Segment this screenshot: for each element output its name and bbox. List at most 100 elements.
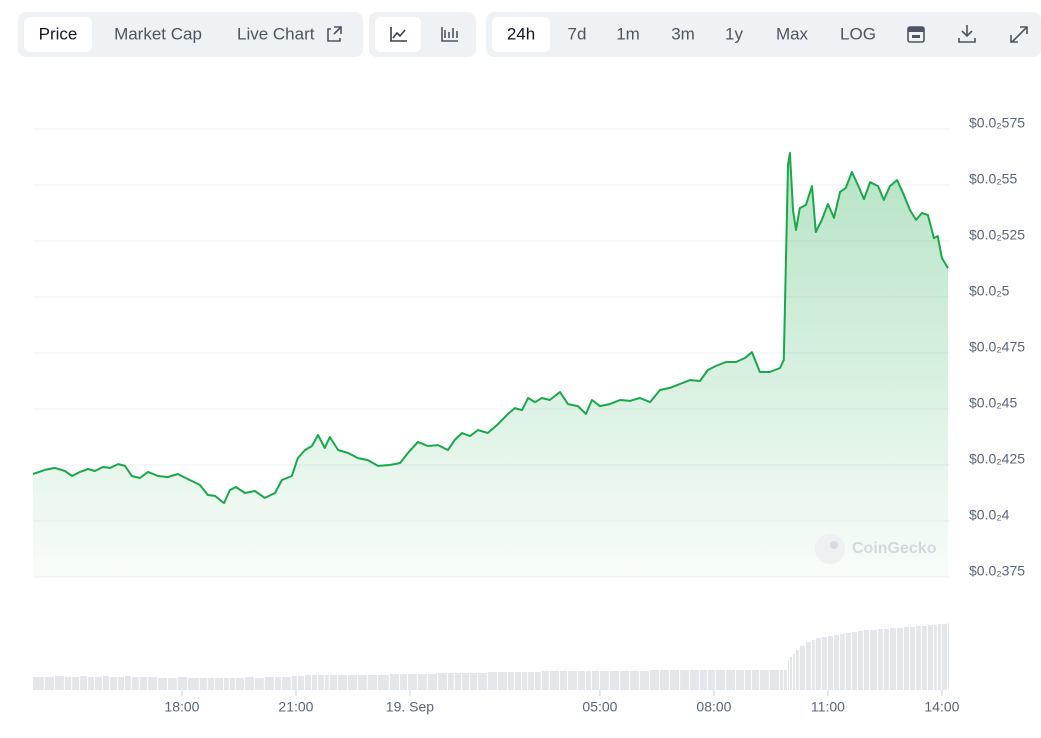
volume-bar bbox=[815, 638, 821, 690]
volume-bar bbox=[188, 678, 199, 690]
volume-bar bbox=[498, 672, 507, 690]
tab-group bbox=[18, 12, 363, 57]
volume-bar bbox=[751, 670, 759, 690]
range-button[interactable]: 24h bbox=[507, 24, 535, 43]
volume-bar bbox=[699, 670, 707, 690]
y-tick-label: $0.0₂475 bbox=[969, 339, 1025, 355]
volume-bar bbox=[851, 632, 857, 690]
volume-bar bbox=[245, 677, 254, 690]
price-area bbox=[33, 153, 948, 577]
tab[interactable]: Live Chart bbox=[237, 24, 315, 43]
volume-bar bbox=[834, 635, 840, 690]
volume-bar bbox=[528, 672, 534, 690]
volume-bar bbox=[780, 670, 783, 690]
range-button[interactable]: Max bbox=[776, 24, 809, 43]
tab[interactable]: Price bbox=[39, 24, 78, 43]
tab[interactable]: Market Cap bbox=[114, 24, 202, 43]
volume-bar bbox=[33, 677, 44, 690]
volume-bar bbox=[659, 670, 669, 690]
range-button[interactable]: 3m bbox=[671, 24, 695, 43]
volume-bar bbox=[811, 640, 815, 690]
volume-bar bbox=[726, 670, 735, 690]
volume-bar bbox=[889, 628, 897, 690]
volume-bar bbox=[933, 625, 937, 690]
volume-bar bbox=[591, 671, 599, 690]
y-tick-label: $0.0₂575 bbox=[969, 115, 1025, 131]
volume-bar bbox=[769, 670, 780, 690]
volume-bar bbox=[124, 676, 131, 690]
volume-bar bbox=[427, 674, 438, 690]
volume-bar bbox=[235, 678, 245, 690]
volume-bar bbox=[348, 675, 357, 690]
volume-bar bbox=[417, 674, 427, 690]
x-tick-label: 18:00 bbox=[164, 699, 199, 715]
volume-bar bbox=[462, 673, 469, 690]
range-button[interactable]: 1y bbox=[725, 24, 743, 43]
volume-bar bbox=[788, 660, 790, 690]
volume-bar bbox=[759, 670, 769, 690]
volume-bar bbox=[254, 678, 264, 690]
volume-bar bbox=[948, 623, 949, 690]
volume-bar bbox=[629, 671, 639, 690]
volume-bar bbox=[864, 630, 870, 690]
volume-bar bbox=[577, 671, 585, 690]
volume-bar bbox=[88, 677, 94, 690]
fullscreen-icon[interactable] bbox=[1010, 26, 1028, 43]
volume-bar bbox=[110, 677, 118, 690]
volume-bar bbox=[937, 624, 941, 690]
volume-bar bbox=[910, 627, 916, 690]
download-icon[interactable] bbox=[958, 25, 976, 43]
volume-bar bbox=[207, 678, 215, 690]
volume-bar bbox=[792, 654, 796, 690]
volume-bar bbox=[840, 634, 845, 690]
volume-bar bbox=[883, 629, 889, 690]
volume-bar bbox=[378, 675, 389, 690]
range-button[interactable]: 1m bbox=[616, 24, 640, 43]
line-chart-icon bbox=[390, 27, 407, 42]
volume-bar bbox=[585, 671, 591, 690]
volume-bar bbox=[707, 670, 715, 690]
tab-active-bg bbox=[24, 17, 92, 52]
volume-bar bbox=[408, 674, 417, 690]
candlestick-icon[interactable] bbox=[441, 27, 458, 42]
volume-bar bbox=[224, 678, 229, 690]
volume-bar bbox=[389, 674, 400, 690]
volume-bar bbox=[650, 670, 659, 690]
volume-bar bbox=[438, 673, 447, 690]
volume-bar bbox=[400, 674, 408, 690]
volume-bar bbox=[148, 677, 158, 690]
volume-bar bbox=[941, 624, 947, 690]
volume-bar bbox=[796, 650, 799, 690]
price-line bbox=[32, 152, 949, 505]
volume-bar bbox=[305, 675, 311, 690]
volume-bar bbox=[805, 642, 811, 690]
volume-bar bbox=[745, 670, 751, 690]
calendar-icon[interactable] bbox=[907, 26, 925, 43]
volume-bar bbox=[549, 671, 560, 690]
volume-bar bbox=[215, 678, 224, 690]
volume-bar bbox=[118, 677, 124, 690]
volume-bar bbox=[55, 676, 64, 690]
volume-bar bbox=[639, 671, 650, 690]
volume-bar bbox=[927, 625, 933, 690]
volume-bar bbox=[507, 672, 514, 690]
volume-bar bbox=[921, 626, 927, 690]
y-tick-label: $0.0₂425 bbox=[969, 451, 1025, 467]
range-button[interactable]: LOG bbox=[840, 24, 876, 43]
range-button[interactable]: 7d bbox=[568, 24, 587, 43]
volume-bar bbox=[367, 675, 378, 690]
x-tick-label: 08:00 bbox=[696, 699, 731, 715]
volume-bar bbox=[897, 628, 903, 690]
volume-bar bbox=[599, 671, 609, 690]
volume-bar bbox=[568, 671, 577, 690]
volume-bar bbox=[324, 675, 329, 690]
volume-bar bbox=[469, 673, 477, 690]
volume-bar bbox=[609, 671, 620, 690]
volume-bar bbox=[689, 670, 699, 690]
y-tick-label: $0.0₂5 bbox=[969, 283, 1010, 299]
volume-bar bbox=[477, 673, 487, 690]
y-tick-label: $0.0₂525 bbox=[969, 227, 1025, 243]
volume-bar bbox=[534, 672, 541, 690]
